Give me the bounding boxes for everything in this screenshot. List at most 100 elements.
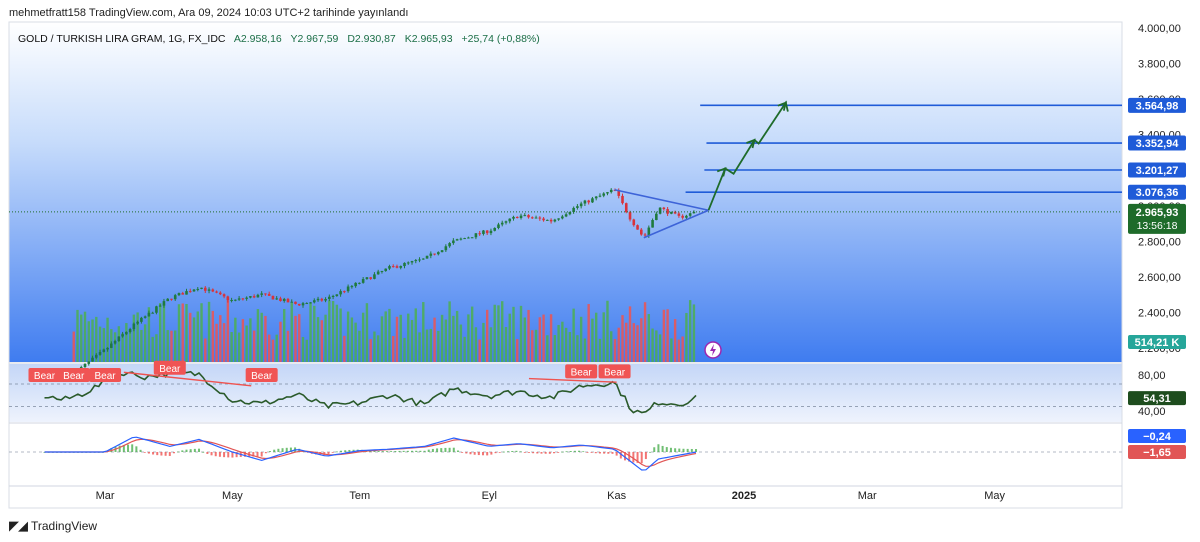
candle-body[interactable]	[282, 298, 286, 302]
candle-body[interactable]	[110, 343, 113, 348]
candle-body[interactable]	[170, 298, 173, 300]
candle-body[interactable]	[470, 237, 474, 239]
candle-body[interactable]	[538, 217, 542, 219]
candle-body[interactable]	[309, 302, 312, 304]
candle-body[interactable]	[181, 293, 185, 295]
candle-body[interactable]	[624, 203, 628, 213]
candle-body[interactable]	[399, 266, 403, 268]
candle-body[interactable]	[433, 253, 436, 255]
candle-body[interactable]	[365, 277, 369, 280]
candle-body[interactable]	[256, 294, 260, 298]
candle-body[interactable]	[279, 298, 282, 302]
candle-body[interactable]	[647, 227, 651, 236]
candle-body[interactable]	[128, 329, 132, 333]
candle-body[interactable]	[643, 234, 647, 236]
candle-body[interactable]	[651, 220, 654, 228]
candle-body[interactable]	[677, 213, 681, 216]
candle-body[interactable]	[316, 298, 320, 301]
candle-body[interactable]	[655, 213, 658, 221]
candle-body[interactable]	[576, 206, 579, 208]
candle-body[interactable]	[489, 230, 493, 234]
candle-body[interactable]	[534, 217, 538, 219]
candle-body[interactable]	[162, 301, 166, 306]
candle-body[interactable]	[391, 266, 395, 268]
candle-body[interactable]	[448, 243, 451, 247]
candle-body[interactable]	[125, 332, 128, 335]
candle-body[interactable]	[346, 286, 350, 292]
candle-body[interactable]	[350, 286, 354, 288]
candle-body[interactable]	[249, 296, 252, 298]
candle-body[interactable]	[136, 321, 139, 324]
candle-body[interactable]	[598, 195, 602, 197]
candle-body[interactable]	[305, 303, 309, 305]
candle-body[interactable]	[290, 301, 294, 303]
candle-body[interactable]	[658, 207, 662, 214]
candle-body[interactable]	[312, 300, 316, 303]
candle-body[interactable]	[602, 193, 606, 196]
candle-body[interactable]	[245, 297, 248, 299]
triangle-upper-line[interactable]	[614, 188, 709, 212]
candle-body[interactable]	[467, 237, 470, 239]
macd-pane[interactable]	[9, 424, 1122, 486]
candle-body[interactable]	[286, 298, 290, 303]
candle-body[interactable]	[527, 215, 530, 218]
candle-body[interactable]	[640, 229, 643, 235]
candle-body[interactable]	[594, 196, 598, 199]
candle-body[interactable]	[692, 212, 696, 214]
candle-body[interactable]	[410, 261, 414, 263]
candle-body[interactable]	[113, 341, 117, 344]
candle-body[interactable]	[102, 349, 106, 353]
candle-body[interactable]	[335, 294, 339, 296]
candle-body[interactable]	[155, 306, 158, 313]
candle-body[interactable]	[500, 222, 504, 225]
candle-body[interactable]	[553, 219, 557, 222]
candle-body[interactable]	[440, 250, 444, 253]
candle-body[interactable]	[485, 230, 489, 234]
candle-body[interactable]	[91, 357, 94, 362]
candle-body[interactable]	[324, 298, 327, 301]
candle-body[interactable]	[94, 354, 98, 358]
candle-body[interactable]	[482, 230, 485, 234]
candle-body[interactable]	[572, 207, 575, 212]
candle-body[interactable]	[587, 200, 590, 203]
candle-body[interactable]	[414, 260, 418, 262]
candle-body[interactable]	[264, 293, 267, 295]
candle-body[interactable]	[354, 282, 357, 287]
candle-body[interactable]	[192, 289, 196, 292]
candle-body[interactable]	[452, 240, 455, 244]
candle-body[interactable]	[459, 238, 463, 240]
candle-body[interactable]	[98, 352, 102, 355]
candle-body[interactable]	[662, 207, 666, 210]
candle-body[interactable]	[147, 312, 151, 317]
candle-body[interactable]	[376, 271, 380, 275]
candle-body[interactable]	[515, 216, 519, 218]
candle-body[interactable]	[211, 289, 215, 292]
candle-body[interactable]	[83, 363, 87, 368]
candle-body[interactable]	[557, 218, 560, 220]
candle-body[interactable]	[670, 211, 673, 214]
candle-body[interactable]	[685, 215, 688, 218]
candle-body[interactable]	[418, 259, 421, 261]
candle-body[interactable]	[173, 295, 177, 300]
candle-body[interactable]	[301, 303, 305, 306]
candle-body[interactable]	[275, 298, 279, 300]
candle-body[interactable]	[215, 291, 218, 293]
candle-body[interactable]	[437, 252, 440, 255]
candle-body[interactable]	[166, 298, 170, 302]
candle-body[interactable]	[207, 289, 211, 291]
candle-body[interactable]	[222, 294, 226, 297]
candle-body[interactable]	[388, 266, 391, 269]
candle-body[interactable]	[512, 216, 515, 219]
candle-body[interactable]	[395, 266, 399, 268]
candle-body[interactable]	[478, 233, 481, 235]
candle-body[interactable]	[331, 295, 335, 297]
candle-body[interactable]	[606, 192, 609, 194]
candle-body[interactable]	[681, 215, 684, 218]
candle-body[interactable]	[271, 295, 275, 300]
candle-body[interactable]	[252, 296, 256, 298]
candle-body[interactable]	[542, 218, 545, 221]
candle-body[interactable]	[294, 301, 297, 304]
macd-line[interactable]	[44, 436, 697, 471]
triangle-lower-line[interactable]	[643, 209, 709, 239]
